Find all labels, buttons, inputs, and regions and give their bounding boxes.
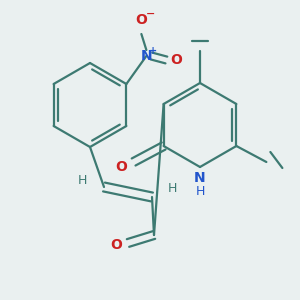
Text: H: H xyxy=(77,175,87,188)
Text: H: H xyxy=(167,182,177,196)
Text: N: N xyxy=(141,49,152,63)
Text: H: H xyxy=(195,185,205,198)
Text: +: + xyxy=(149,46,158,56)
Text: O: O xyxy=(110,238,122,252)
Text: O: O xyxy=(116,160,127,174)
Text: N: N xyxy=(194,171,206,185)
Text: −: − xyxy=(146,9,155,19)
Text: O: O xyxy=(170,53,182,67)
Text: O: O xyxy=(135,13,147,27)
